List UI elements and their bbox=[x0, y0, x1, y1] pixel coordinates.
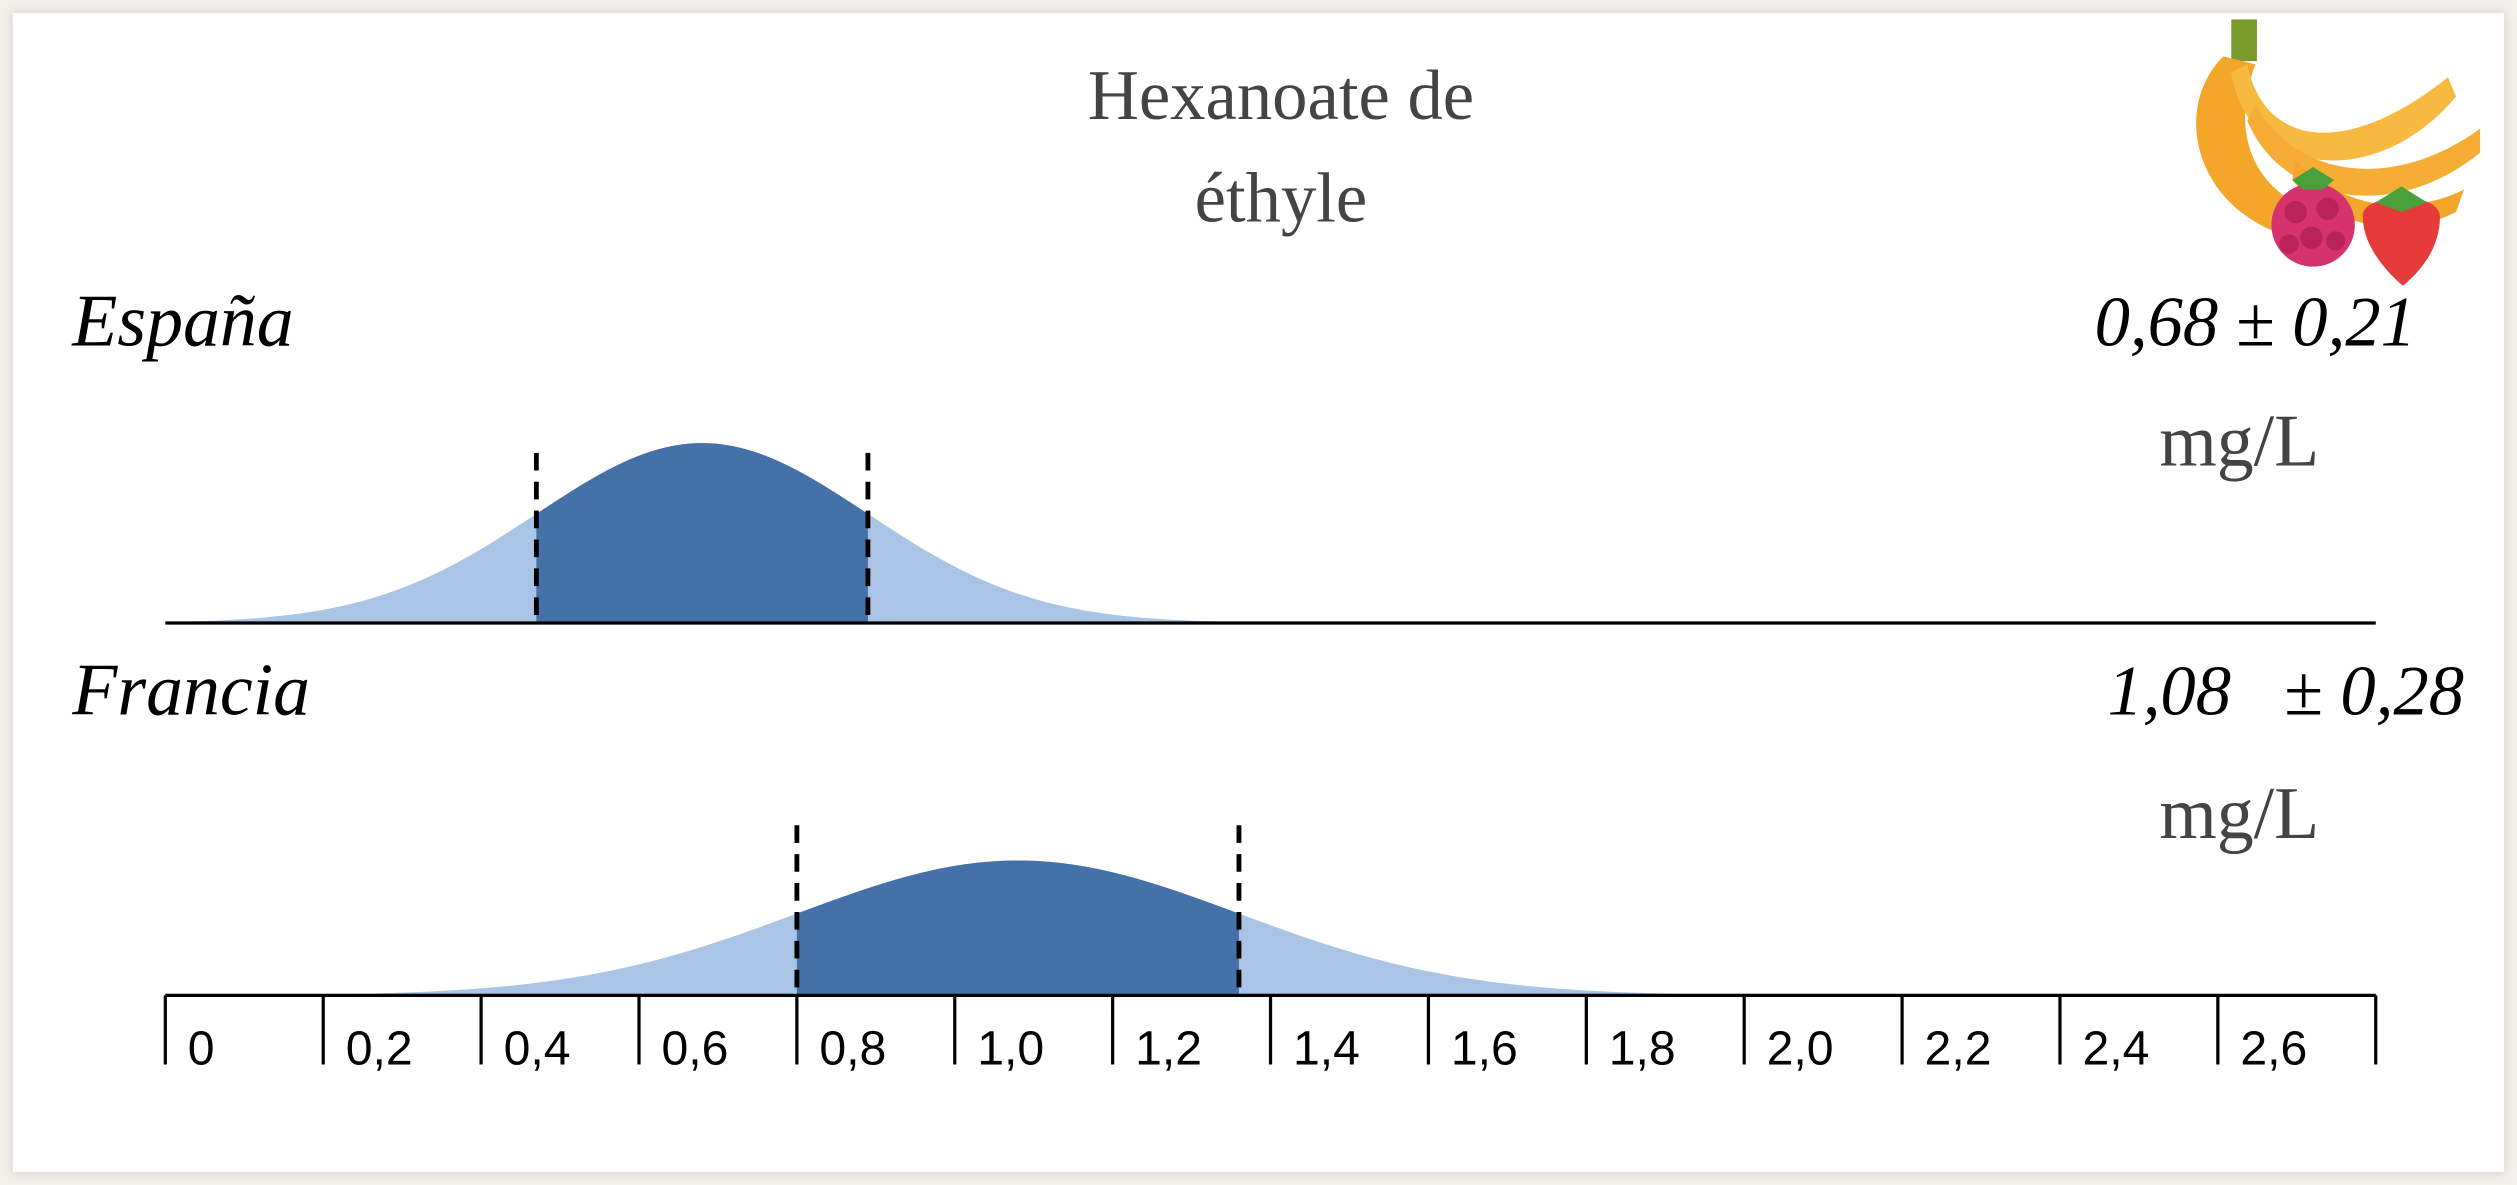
value-label: 0,68 ± 0,21 bbox=[2095, 283, 2416, 361]
x-tick-label: 0 bbox=[188, 1021, 215, 1075]
x-tick-label: 1,6 bbox=[1451, 1021, 1518, 1075]
chart-title: Hexanoate de éthyle bbox=[1087, 56, 1475, 238]
x-tick-label: 2,4 bbox=[2082, 1021, 2149, 1075]
x-tick-label: 2,6 bbox=[2240, 1021, 2307, 1075]
series-name: Francia bbox=[71, 648, 310, 730]
density-core bbox=[796, 860, 1239, 996]
x-tick-label: 1,8 bbox=[1609, 1021, 1676, 1075]
x-tick-label: 2,0 bbox=[1767, 1021, 1834, 1075]
x-tick-label: 2,2 bbox=[1925, 1021, 1992, 1075]
x-tick-label: 0,4 bbox=[504, 1021, 571, 1075]
value-label: 1,08 ± 0,28 bbox=[2107, 652, 2464, 730]
unit-label: mg/L bbox=[2159, 772, 2319, 854]
density-core bbox=[536, 443, 868, 623]
title-box: Hexanoate de éthyle bbox=[1087, 56, 1475, 238]
x-tick-label: 1,4 bbox=[1293, 1021, 1360, 1075]
series-name: España bbox=[71, 279, 294, 361]
unit-label: mg/L bbox=[2159, 400, 2319, 482]
x-tick-label: 1,0 bbox=[977, 1021, 1044, 1075]
density-tail bbox=[165, 860, 2376, 996]
x-tick-label: 0,8 bbox=[819, 1021, 886, 1075]
fruit-icon bbox=[2196, 19, 2481, 286]
x-tick-label: 0,2 bbox=[346, 1021, 413, 1075]
x-tick-label: 0,6 bbox=[661, 1021, 728, 1075]
x-tick-label: 1,2 bbox=[1135, 1021, 1202, 1075]
